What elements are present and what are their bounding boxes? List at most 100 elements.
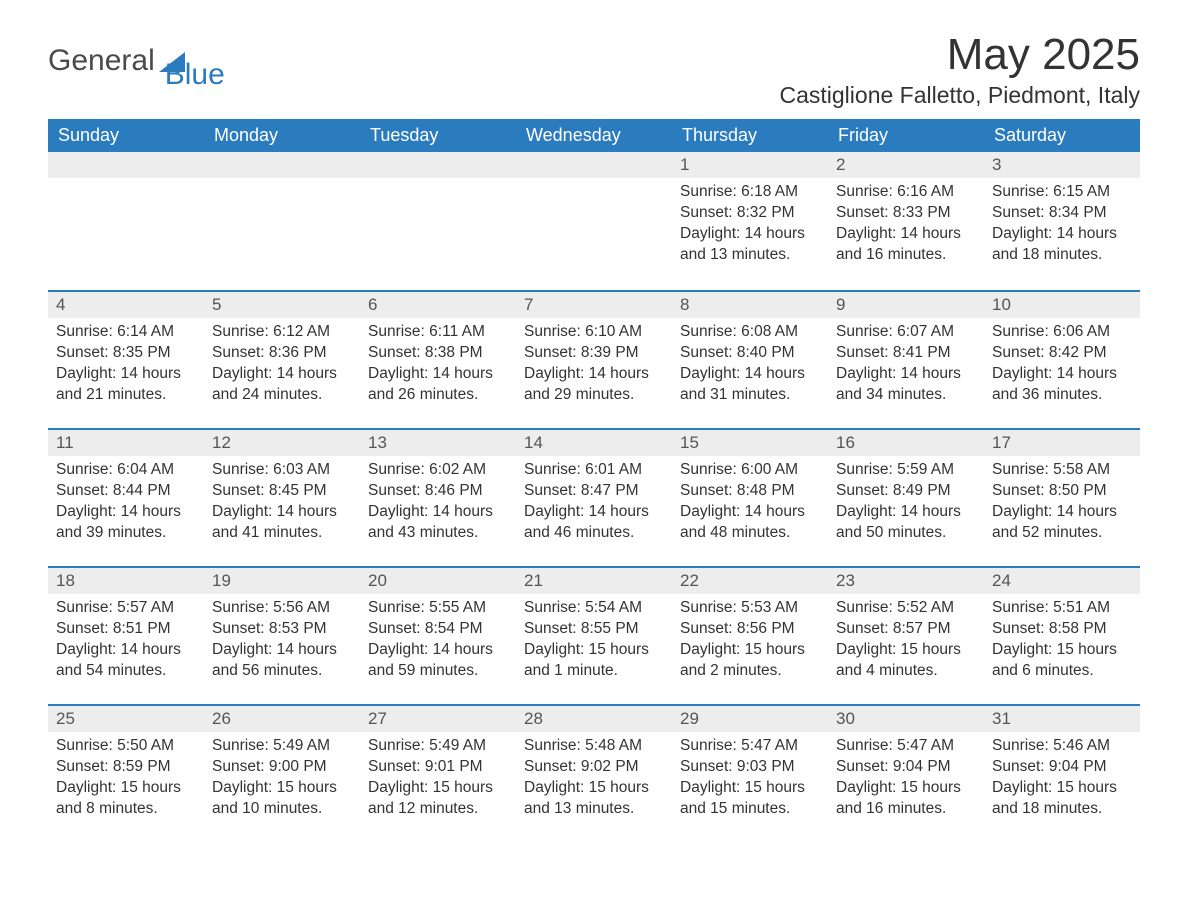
daylight-line: Daylight: 14 hours and 18 minutes. <box>992 224 1132 266</box>
day-number: 31 <box>984 704 1140 732</box>
sunset-line: Sunset: 8:48 PM <box>680 481 820 502</box>
daylight-line: Daylight: 15 hours and 1 minute. <box>524 640 664 682</box>
day-body: Sunrise: 5:50 AMSunset: 8:59 PMDaylight:… <box>48 732 204 828</box>
day-body: Sunrise: 6:01 AMSunset: 8:47 PMDaylight:… <box>516 456 672 552</box>
sunset-line: Sunset: 8:42 PM <box>992 343 1132 364</box>
sunset-line: Sunset: 8:32 PM <box>680 203 820 224</box>
daylight-line: Daylight: 15 hours and 10 minutes. <box>212 778 352 820</box>
day-body: Sunrise: 6:16 AMSunset: 8:33 PMDaylight:… <box>828 178 984 274</box>
calendar-day-cell: 17Sunrise: 5:58 AMSunset: 8:50 PMDayligh… <box>984 428 1140 566</box>
calendar-day-cell: 8Sunrise: 6:08 AMSunset: 8:40 PMDaylight… <box>672 290 828 428</box>
sunset-line: Sunset: 9:03 PM <box>680 757 820 778</box>
location-line: Castiglione Falletto, Piedmont, Italy <box>779 82 1140 109</box>
sunset-line: Sunset: 8:45 PM <box>212 481 352 502</box>
daylight-line: Daylight: 15 hours and 6 minutes. <box>992 640 1132 682</box>
day-body: Sunrise: 5:54 AMSunset: 8:55 PMDaylight:… <box>516 594 672 690</box>
day-body: Sunrise: 5:49 AMSunset: 9:01 PMDaylight:… <box>360 732 516 828</box>
daylight-line: Daylight: 15 hours and 8 minutes. <box>56 778 196 820</box>
sunset-line: Sunset: 8:40 PM <box>680 343 820 364</box>
sunrise-line: Sunrise: 5:55 AM <box>368 598 508 619</box>
daylight-line: Daylight: 14 hours and 48 minutes. <box>680 502 820 544</box>
sunrise-line: Sunrise: 6:14 AM <box>56 322 196 343</box>
day-number: 21 <box>516 566 672 594</box>
weekday-header-row: Sunday Monday Tuesday Wednesday Thursday… <box>48 119 1140 152</box>
calendar-day-cell: 12Sunrise: 6:03 AMSunset: 8:45 PMDayligh… <box>204 428 360 566</box>
day-number: 17 <box>984 428 1140 456</box>
sunset-line: Sunset: 8:53 PM <box>212 619 352 640</box>
calendar-week-row: 4Sunrise: 6:14 AMSunset: 8:35 PMDaylight… <box>48 290 1140 428</box>
daylight-line: Daylight: 14 hours and 56 minutes. <box>212 640 352 682</box>
day-body: Sunrise: 5:51 AMSunset: 8:58 PMDaylight:… <box>984 594 1140 690</box>
sunrise-line: Sunrise: 5:48 AM <box>524 736 664 757</box>
sunset-line: Sunset: 8:50 PM <box>992 481 1132 502</box>
daylight-line: Daylight: 14 hours and 54 minutes. <box>56 640 196 682</box>
day-body: Sunrise: 6:14 AMSunset: 8:35 PMDaylight:… <box>48 318 204 414</box>
daylight-line: Daylight: 14 hours and 31 minutes. <box>680 364 820 406</box>
daylight-line: Daylight: 15 hours and 4 minutes. <box>836 640 976 682</box>
daylight-line: Daylight: 15 hours and 16 minutes. <box>836 778 976 820</box>
sunrise-line: Sunrise: 6:06 AM <box>992 322 1132 343</box>
sunrise-line: Sunrise: 6:10 AM <box>524 322 664 343</box>
calendar-day-cell: 21Sunrise: 5:54 AMSunset: 8:55 PMDayligh… <box>516 566 672 704</box>
day-number: 30 <box>828 704 984 732</box>
header: General Blue May 2025 Castiglione Fallet… <box>48 30 1140 109</box>
sunset-line: Sunset: 8:59 PM <box>56 757 196 778</box>
day-number: 10 <box>984 290 1140 318</box>
calendar-day-cell: 24Sunrise: 5:51 AMSunset: 8:58 PMDayligh… <box>984 566 1140 704</box>
calendar-day-cell: 23Sunrise: 5:52 AMSunset: 8:57 PMDayligh… <box>828 566 984 704</box>
day-number: 16 <box>828 428 984 456</box>
calendar-table: Sunday Monday Tuesday Wednesday Thursday… <box>48 119 1140 842</box>
daylight-line: Daylight: 15 hours and 12 minutes. <box>368 778 508 820</box>
daylight-line: Daylight: 14 hours and 29 minutes. <box>524 364 664 406</box>
calendar-day-cell: 4Sunrise: 6:14 AMSunset: 8:35 PMDaylight… <box>48 290 204 428</box>
sunrise-line: Sunrise: 6:15 AM <box>992 182 1132 203</box>
sunrise-line: Sunrise: 6:04 AM <box>56 460 196 481</box>
calendar-day-cell <box>48 152 204 290</box>
weekday-header: Thursday <box>672 119 828 152</box>
day-number: 14 <box>516 428 672 456</box>
sunset-line: Sunset: 9:04 PM <box>992 757 1132 778</box>
calendar-day-cell: 15Sunrise: 6:00 AMSunset: 8:48 PMDayligh… <box>672 428 828 566</box>
calendar-week-row: 18Sunrise: 5:57 AMSunset: 8:51 PMDayligh… <box>48 566 1140 704</box>
day-body: Sunrise: 5:47 AMSunset: 9:03 PMDaylight:… <box>672 732 828 828</box>
sunrise-line: Sunrise: 5:56 AM <box>212 598 352 619</box>
calendar-day-cell: 16Sunrise: 5:59 AMSunset: 8:49 PMDayligh… <box>828 428 984 566</box>
empty-day-bar <box>204 152 360 178</box>
sunrise-line: Sunrise: 5:47 AM <box>836 736 976 757</box>
sunset-line: Sunset: 8:33 PM <box>836 203 976 224</box>
sunrise-line: Sunrise: 5:51 AM <box>992 598 1132 619</box>
day-number: 24 <box>984 566 1140 594</box>
calendar-day-cell: 9Sunrise: 6:07 AMSunset: 8:41 PMDaylight… <box>828 290 984 428</box>
sunset-line: Sunset: 8:57 PM <box>836 619 976 640</box>
daylight-line: Daylight: 14 hours and 46 minutes. <box>524 502 664 544</box>
brand-logo: General Blue <box>48 30 225 92</box>
sunrise-line: Sunrise: 6:18 AM <box>680 182 820 203</box>
sunset-line: Sunset: 8:47 PM <box>524 481 664 502</box>
day-body: Sunrise: 5:49 AMSunset: 9:00 PMDaylight:… <box>204 732 360 828</box>
day-number: 25 <box>48 704 204 732</box>
sunset-line: Sunset: 8:41 PM <box>836 343 976 364</box>
calendar-day-cell <box>516 152 672 290</box>
day-body: Sunrise: 5:55 AMSunset: 8:54 PMDaylight:… <box>360 594 516 690</box>
day-body: Sunrise: 5:56 AMSunset: 8:53 PMDaylight:… <box>204 594 360 690</box>
day-number: 15 <box>672 428 828 456</box>
daylight-line: Daylight: 14 hours and 16 minutes. <box>836 224 976 266</box>
daylight-line: Daylight: 14 hours and 41 minutes. <box>212 502 352 544</box>
day-number: 20 <box>360 566 516 594</box>
sunset-line: Sunset: 9:01 PM <box>368 757 508 778</box>
sunset-line: Sunset: 8:38 PM <box>368 343 508 364</box>
daylight-line: Daylight: 14 hours and 21 minutes. <box>56 364 196 406</box>
empty-day-bar <box>48 152 204 178</box>
calendar-day-cell: 29Sunrise: 5:47 AMSunset: 9:03 PMDayligh… <box>672 704 828 842</box>
calendar-day-cell: 30Sunrise: 5:47 AMSunset: 9:04 PMDayligh… <box>828 704 984 842</box>
sunset-line: Sunset: 8:35 PM <box>56 343 196 364</box>
day-number: 12 <box>204 428 360 456</box>
day-number: 1 <box>672 152 828 178</box>
daylight-line: Daylight: 15 hours and 2 minutes. <box>680 640 820 682</box>
day-number: 7 <box>516 290 672 318</box>
sunrise-line: Sunrise: 5:50 AM <box>56 736 196 757</box>
day-body: Sunrise: 6:03 AMSunset: 8:45 PMDaylight:… <box>204 456 360 552</box>
day-number: 18 <box>48 566 204 594</box>
daylight-line: Daylight: 14 hours and 36 minutes. <box>992 364 1132 406</box>
calendar-day-cell: 13Sunrise: 6:02 AMSunset: 8:46 PMDayligh… <box>360 428 516 566</box>
